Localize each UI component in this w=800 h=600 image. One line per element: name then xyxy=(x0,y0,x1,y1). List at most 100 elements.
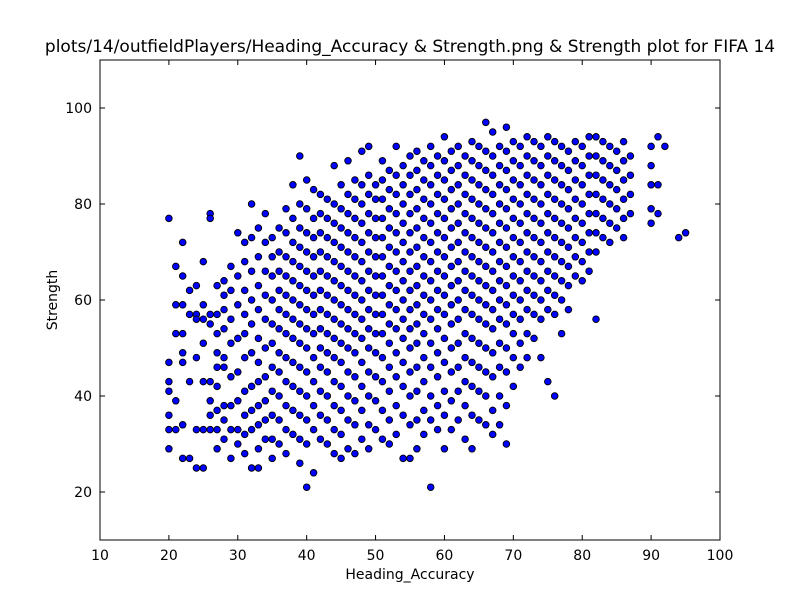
scatter-point xyxy=(282,377,290,386)
scatter-point xyxy=(495,315,504,323)
scatter-point xyxy=(440,214,449,223)
scatter-point xyxy=(495,200,504,208)
scatter-point xyxy=(371,195,380,203)
scatter-point xyxy=(592,190,600,199)
scatter-point xyxy=(344,305,352,314)
scatter-point xyxy=(254,334,263,343)
scatter-point xyxy=(289,181,297,189)
scatter-point xyxy=(447,425,456,434)
x-axis-label: Heading_Accuracy xyxy=(345,567,474,583)
scatter-point xyxy=(399,296,407,304)
scatter-point xyxy=(247,233,256,242)
scatter-point xyxy=(261,397,270,405)
scatter-point xyxy=(454,181,462,189)
scatter-point xyxy=(440,291,449,299)
scatter-point xyxy=(461,435,469,443)
scatter-point xyxy=(330,161,338,170)
scatter-point xyxy=(482,118,490,127)
scatter-point xyxy=(165,377,173,386)
scatter-point xyxy=(426,315,435,323)
scatter-point xyxy=(351,421,359,429)
scatter-point xyxy=(247,382,256,391)
scatter-point xyxy=(454,339,462,347)
scatter-point xyxy=(337,320,345,328)
scatter-point xyxy=(426,219,435,227)
scatter-point xyxy=(606,142,614,151)
scatter-point xyxy=(482,262,490,271)
scatter-point xyxy=(516,315,524,323)
scatter-point xyxy=(268,411,276,419)
x-tick-label: 10 xyxy=(91,548,109,564)
y-tick-label: 20 xyxy=(74,485,92,501)
scatter-point xyxy=(213,363,221,371)
scatter-point xyxy=(495,219,504,227)
scatter-point xyxy=(185,377,194,386)
scatter-point xyxy=(468,411,476,419)
scatter-point xyxy=(502,440,511,448)
scatter-point xyxy=(530,334,538,343)
scatter-point xyxy=(502,123,511,131)
scatter-point xyxy=(220,305,228,314)
scatter-point xyxy=(585,209,593,218)
scatter-point xyxy=(571,214,580,223)
scatter-point xyxy=(378,291,387,299)
scatter-point xyxy=(537,142,545,151)
scatter-point xyxy=(220,363,228,371)
scatter-point xyxy=(330,377,338,386)
scatter-point xyxy=(426,277,435,285)
scatter-point xyxy=(537,296,545,304)
scatter-point xyxy=(578,200,586,208)
scatter-point xyxy=(358,382,366,391)
scatter-point xyxy=(468,334,476,343)
scatter-point xyxy=(509,253,518,261)
scatter-point xyxy=(199,301,208,309)
scatter-point xyxy=(178,358,187,367)
scatter-point xyxy=(330,219,338,227)
scatter-point xyxy=(578,238,586,247)
scatter-point xyxy=(268,296,276,304)
scatter-point xyxy=(537,277,545,285)
scatter-point xyxy=(440,334,449,343)
scatter-point xyxy=(578,219,586,227)
scatter-point xyxy=(172,262,180,271)
scatter-point xyxy=(165,358,173,367)
scatter-point xyxy=(592,209,600,218)
scatter-point xyxy=(564,281,573,290)
scatter-point xyxy=(316,305,325,314)
scatter-point xyxy=(488,373,497,381)
scatter-point xyxy=(296,435,304,443)
scatter-point xyxy=(371,181,380,189)
scatter-point xyxy=(413,166,421,175)
scatter-point xyxy=(178,454,187,463)
scatter-point xyxy=(316,267,325,275)
scatter-point xyxy=(309,377,318,386)
scatter-point xyxy=(247,406,256,415)
scatter-point xyxy=(289,406,297,415)
scatter-point xyxy=(454,315,462,323)
scatter-point xyxy=(537,200,545,208)
scatter-point xyxy=(254,253,263,261)
scatter-point xyxy=(482,320,490,328)
scatter-point xyxy=(385,262,394,271)
scatter-point xyxy=(509,329,518,338)
scatter-point xyxy=(495,257,504,266)
scatter-point xyxy=(406,344,414,352)
scatter-point xyxy=(392,229,400,237)
scatter-point xyxy=(234,397,242,405)
scatter-point xyxy=(399,382,407,391)
scatter-point xyxy=(571,195,580,203)
x-tick-label: 60 xyxy=(436,548,454,564)
scatter-point xyxy=(330,238,338,247)
scatter-point xyxy=(371,373,380,381)
scatter-point xyxy=(261,416,270,424)
scatter-point xyxy=(585,133,593,141)
scatter-point xyxy=(564,205,573,213)
scatter-point xyxy=(440,253,449,261)
scatter-point xyxy=(302,344,311,352)
scatter-point xyxy=(302,305,311,314)
scatter-point xyxy=(399,315,407,323)
scatter-point xyxy=(399,358,407,367)
scatter-point xyxy=(289,296,297,304)
scatter-point xyxy=(564,305,573,314)
scatter-point xyxy=(309,291,318,299)
